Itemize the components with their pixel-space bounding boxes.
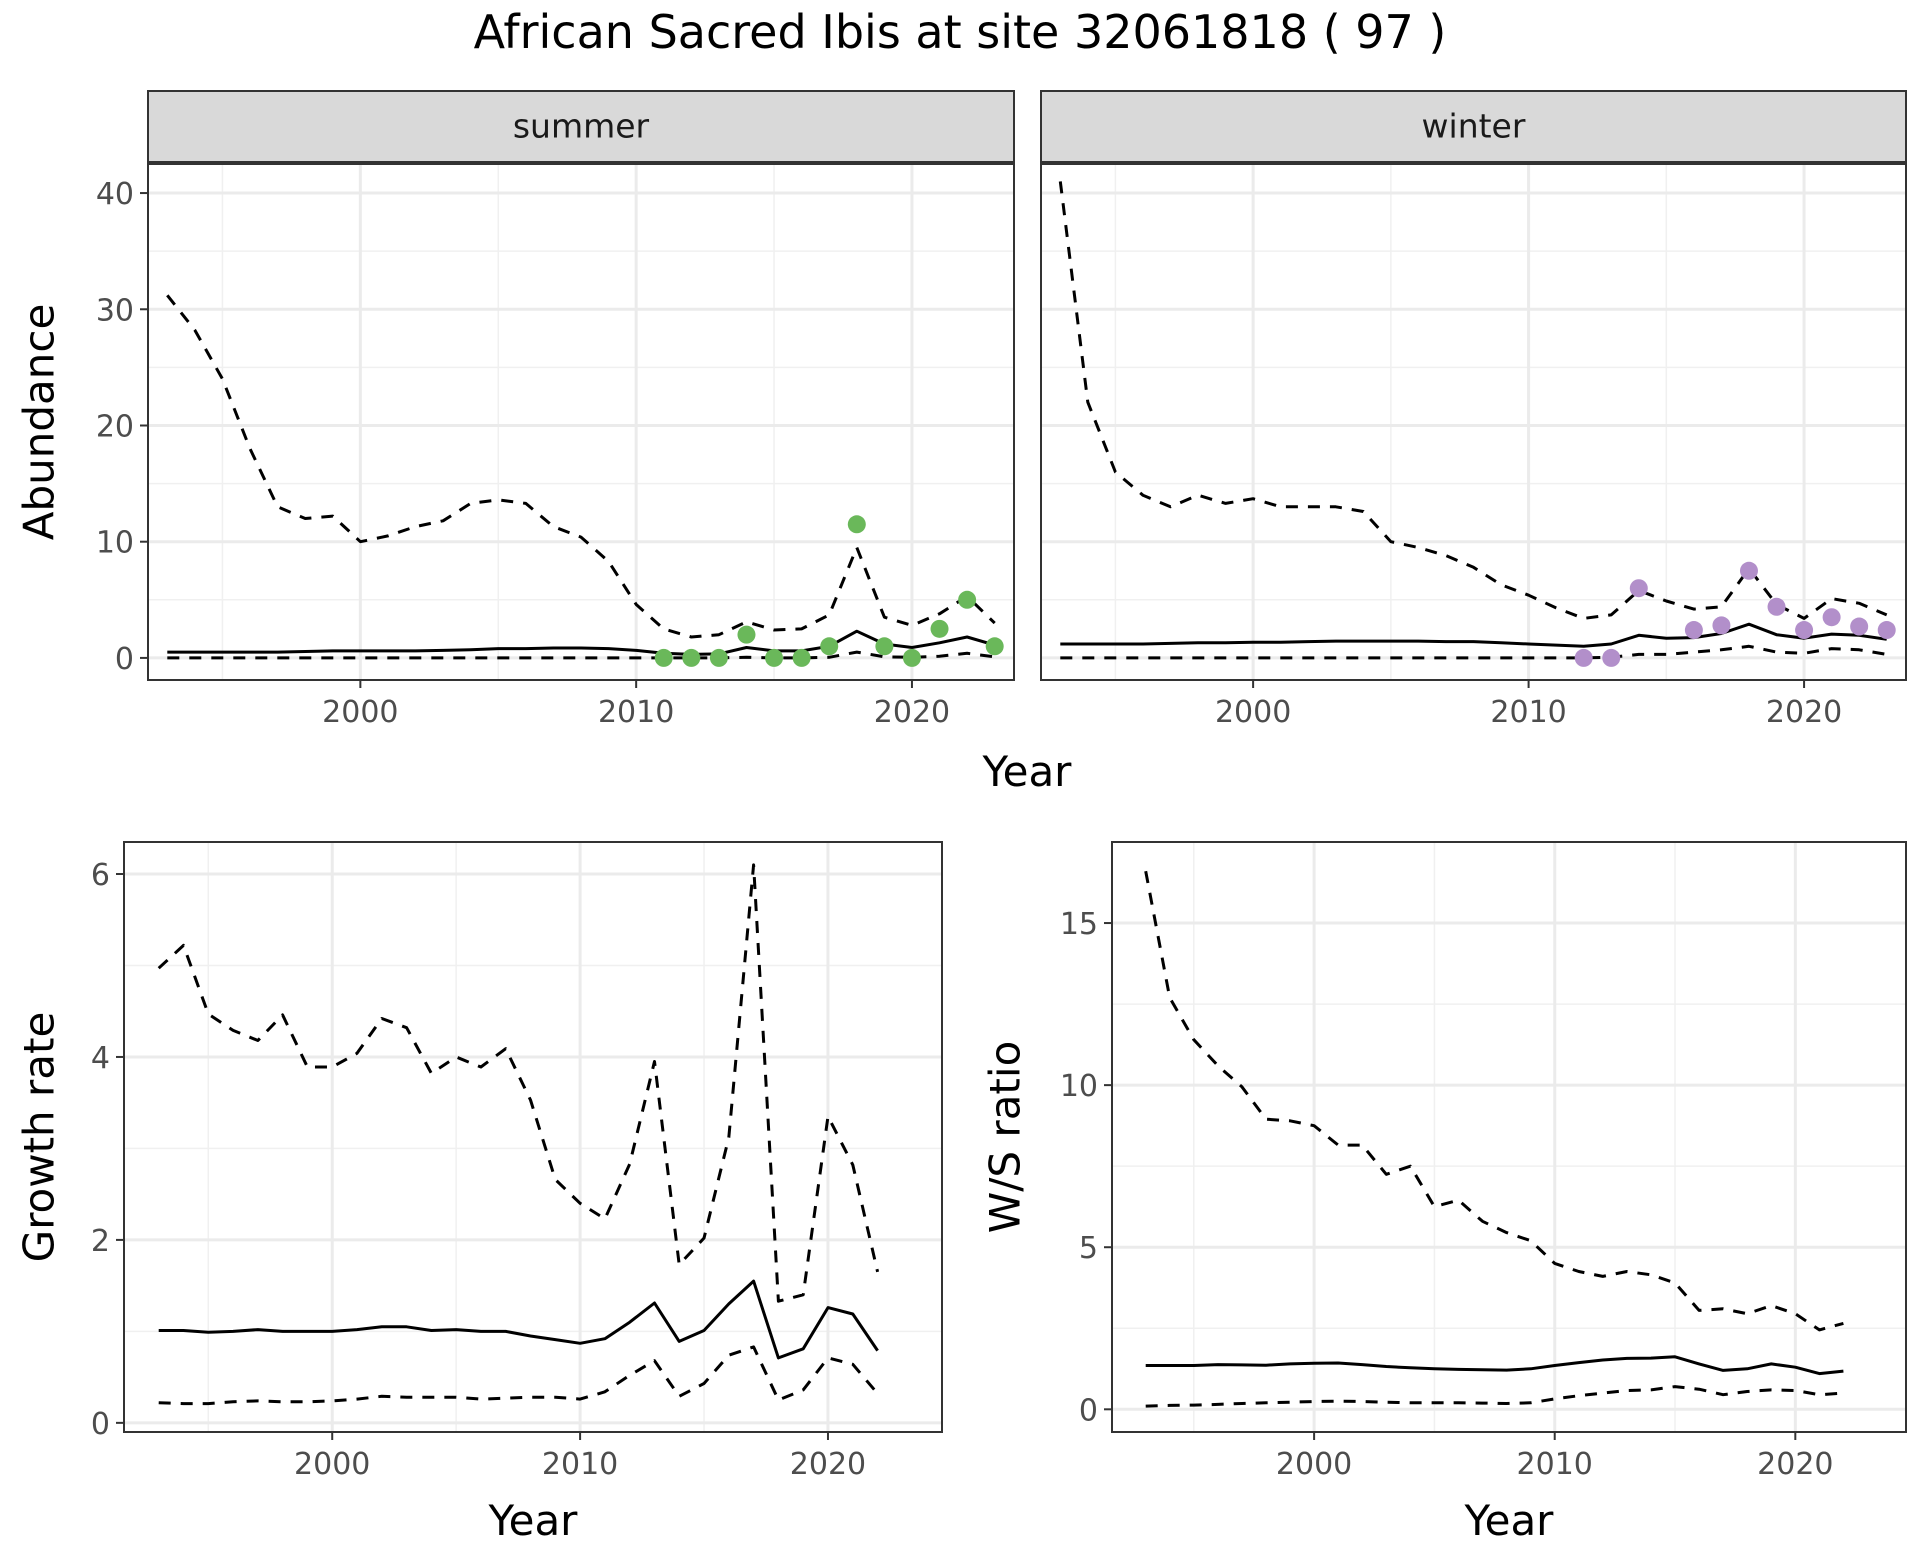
series-line-bound-2 [167, 650, 995, 660]
y-tick-label: 4 [91, 1041, 110, 1076]
x-tick-label: 2000 [1276, 1447, 1352, 1482]
x-tick-label: 2020 [1757, 1447, 1833, 1482]
y-tick-label: 10 [1060, 1069, 1098, 1104]
plot-background [124, 842, 942, 1432]
plot-background [1041, 164, 1906, 680]
observed-point [654, 648, 673, 667]
y-tick-label: 40 [96, 177, 134, 212]
panel-border [1111, 841, 1907, 1433]
x-tick-label: 2010 [542, 1447, 618, 1482]
x-tick-label: 2010 [598, 695, 674, 730]
observed-point [1684, 621, 1703, 640]
y-axis-title: Growth rate [15, 1012, 64, 1263]
figure-title: African Sacred Ibis at site 32061818 ( 9… [474, 5, 1447, 59]
x-tick-label: 2020 [874, 695, 950, 730]
observed-point [985, 637, 1004, 656]
observed-point [847, 515, 866, 534]
series-line-mean [1145, 1355, 1844, 1376]
panel-growth: 2000 2010 2020 0 2 4 6 Growth rate Year [15, 841, 943, 1545]
observed-point [1877, 621, 1896, 640]
x-tick-label: 2000 [1215, 695, 1291, 730]
y-tick-label: 0 [115, 642, 134, 677]
panel-ws-ratio: 2000 2010 2020 0 5 10 15 W/S ratio Year [981, 841, 1907, 1545]
observed-point [709, 648, 728, 667]
series-line-mean [158, 1279, 879, 1360]
x-tick-label: 2020 [1766, 695, 1842, 730]
y-axis-title: Abundance [15, 304, 64, 541]
plot-background [1112, 842, 1906, 1432]
y-tick-label: 15 [1060, 907, 1098, 942]
x-tick-label: 2020 [790, 1447, 866, 1482]
x-tick-label: 2000 [322, 695, 398, 730]
x-axis-title: Year [488, 1496, 579, 1545]
panel-border [147, 163, 1015, 681]
observed-point [820, 637, 839, 656]
y-tick-label: 30 [96, 293, 134, 328]
observed-point [958, 590, 977, 609]
series-line-bound-2 [1145, 1385, 1844, 1408]
observed-point [792, 648, 811, 667]
observed-point [1712, 616, 1731, 635]
series-line-bound-1 [166, 294, 996, 639]
series-line-mean [1060, 622, 1887, 648]
y-tick-label: 6 [91, 858, 110, 893]
observed-point [1739, 561, 1758, 580]
observed-point [682, 648, 701, 667]
observed-point [875, 637, 894, 656]
facet-strip [147, 90, 1015, 163]
observed-point [1574, 648, 1593, 667]
panel-border [123, 841, 943, 1433]
series-line-bound-1 [1058, 181, 1888, 620]
observed-point [1822, 608, 1841, 627]
y-tick-label: 2 [91, 1224, 110, 1259]
observed-point [1767, 597, 1786, 616]
plot-background [148, 164, 1014, 680]
series-line-bound-2 [158, 1345, 879, 1406]
y-tick-label: 0 [1079, 1393, 1098, 1428]
observed-point [1850, 617, 1869, 636]
y-axis-title: W/S ratio [981, 1041, 1030, 1234]
x-tick-label: 2010 [1517, 1447, 1593, 1482]
panel-winter: winter 2000 2010 2020 [1040, 90, 1907, 730]
panel-summer: summer 2000 2010 2020 0 10 20 30 40 Abundance [15, 90, 1015, 730]
y-tick-label: 10 [96, 526, 134, 561]
observed-point [902, 648, 921, 667]
x-tick-label: 2010 [1490, 695, 1566, 730]
y-tick-label: 5 [1079, 1231, 1098, 1266]
observed-point [1795, 621, 1814, 640]
observed-point [1629, 579, 1648, 598]
observed-point [765, 648, 784, 667]
x-tick-label: 2000 [294, 1447, 370, 1482]
facet-strip-label: summer [513, 107, 650, 146]
facet-strip-label: winter [1422, 107, 1526, 146]
series-line-mean [167, 629, 996, 656]
x-axis-title: Year [1464, 1496, 1555, 1545]
facet-strip [1040, 90, 1907, 163]
observed-point [737, 625, 756, 644]
series-line-bound-2 [1060, 644, 1887, 660]
y-tick-label: 0 [91, 1407, 110, 1442]
observed-point [930, 619, 949, 638]
x-axis-title-top: Year [982, 747, 1073, 796]
panel-border [1040, 163, 1907, 681]
observed-point [1602, 648, 1621, 667]
y-tick-label: 20 [96, 409, 134, 444]
